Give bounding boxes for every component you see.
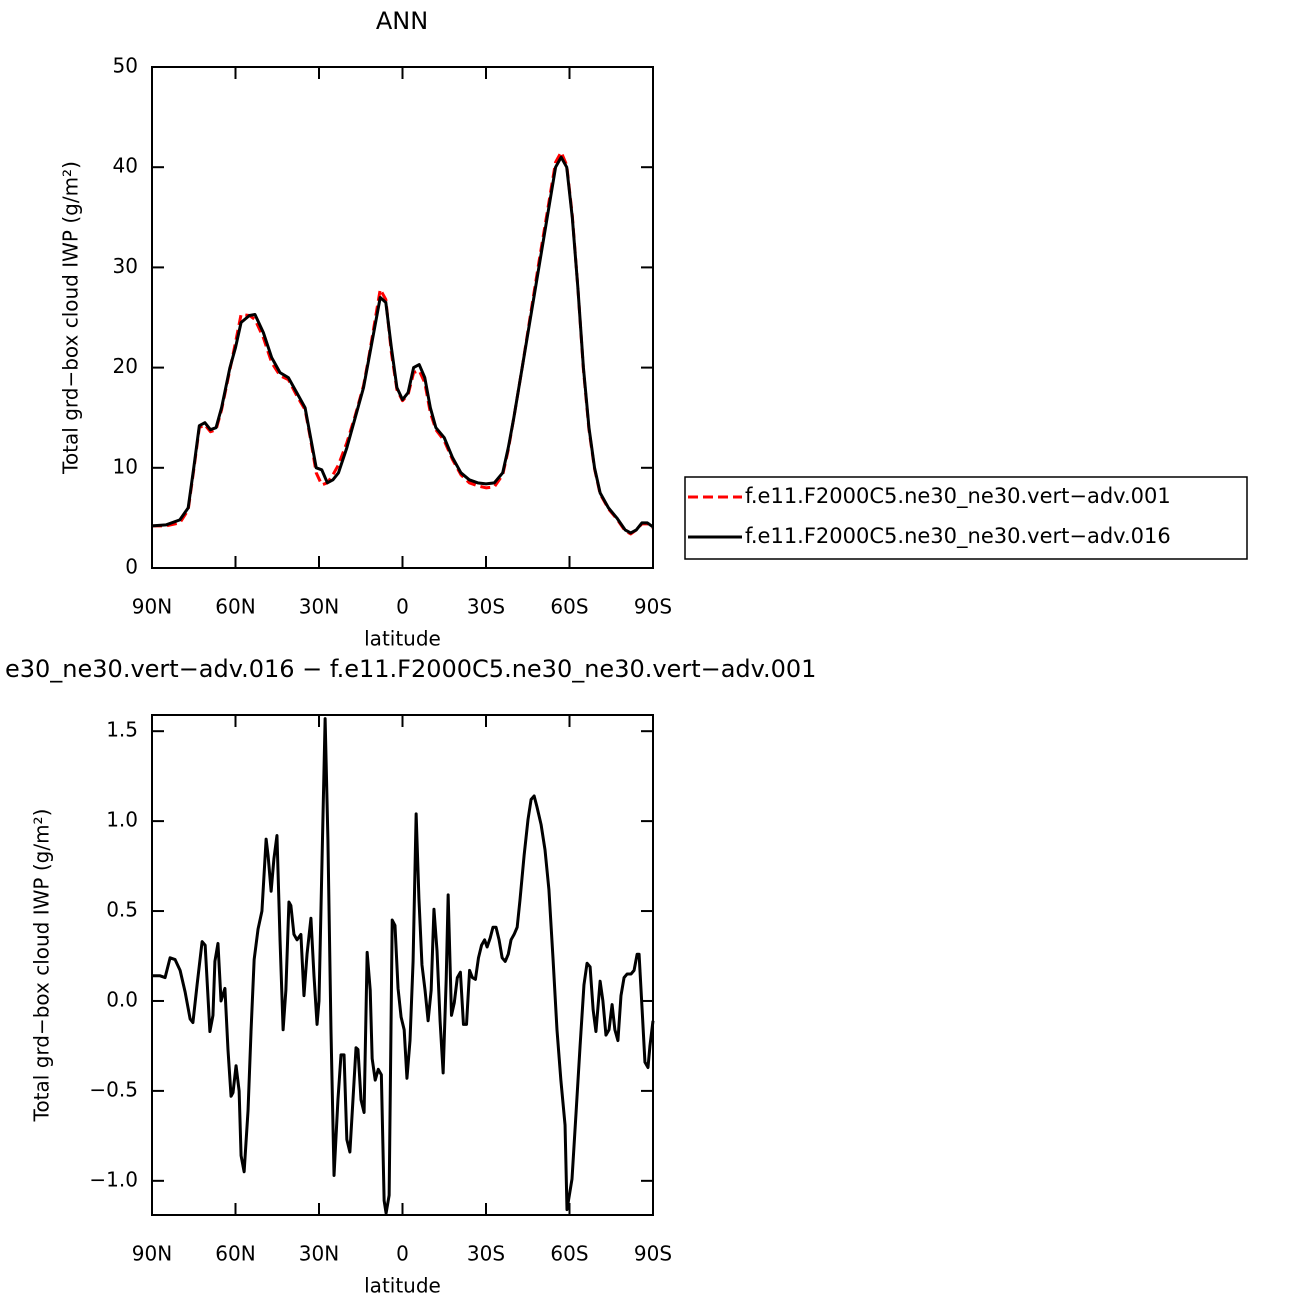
data-line: [151, 155, 654, 535]
y-tick-label: 0.0: [106, 987, 138, 1011]
x-tick-label: 90N: [132, 595, 172, 619]
chart-title: ANN: [376, 7, 428, 35]
x-axis-label: latitude: [364, 627, 441, 651]
y-tick-label: −1.0: [89, 1167, 138, 1191]
y-tick-label: 40: [113, 154, 138, 178]
y-tick-label: 20: [113, 354, 138, 378]
y-tick-label: 0: [125, 555, 138, 579]
data-line: [152, 150, 654, 536]
x-tick-label: 90S: [634, 1242, 672, 1266]
y-tick-label: 30: [113, 254, 138, 278]
y-tick-label: 10: [113, 454, 138, 478]
x-tick-label: 0: [396, 1242, 409, 1266]
legend-label: f.e11.F2000C5.ne30_ne30.vert−adv.001: [745, 484, 1171, 509]
plot-frame: [151, 66, 654, 569]
x-tick-label: 90S: [634, 595, 672, 619]
x-axis-label: latitude: [364, 1274, 441, 1298]
y-tick-label: 1.0: [106, 808, 138, 832]
x-tick-label: 60S: [550, 595, 588, 619]
legend-label: f.e11.F2000C5.ne30_ne30.vert−adv.016: [745, 524, 1171, 549]
y-tick-label: 0.5: [106, 898, 138, 922]
x-tick-label: 60S: [550, 1242, 588, 1266]
data-line: [152, 717, 655, 1215]
x-tick-label: 30N: [299, 1242, 339, 1266]
x-tick-label: 30S: [467, 1242, 505, 1266]
plot-frame: [151, 714, 654, 1216]
x-tick-label: 60N: [215, 1242, 255, 1266]
y-axis-label: Total grd−box cloud IWP (g/m²): [30, 809, 54, 1123]
x-tick-label: 30S: [467, 595, 505, 619]
y-tick-label: 50: [113, 54, 138, 78]
y-axis-label: Total grd−box cloud IWP (g/m²): [59, 161, 83, 475]
x-tick-label: 0: [396, 595, 409, 619]
legend-box: [684, 476, 1248, 560]
x-tick-label: 60N: [215, 595, 255, 619]
chart-title: e30_ne30.vert−adv.016 − f.e11.F2000C5.ne…: [5, 655, 816, 683]
x-tick-label: 30N: [299, 595, 339, 619]
y-tick-label: −0.5: [89, 1077, 138, 1101]
y-tick-label: 1.5: [106, 718, 138, 742]
x-tick-label: 90N: [132, 1242, 172, 1266]
